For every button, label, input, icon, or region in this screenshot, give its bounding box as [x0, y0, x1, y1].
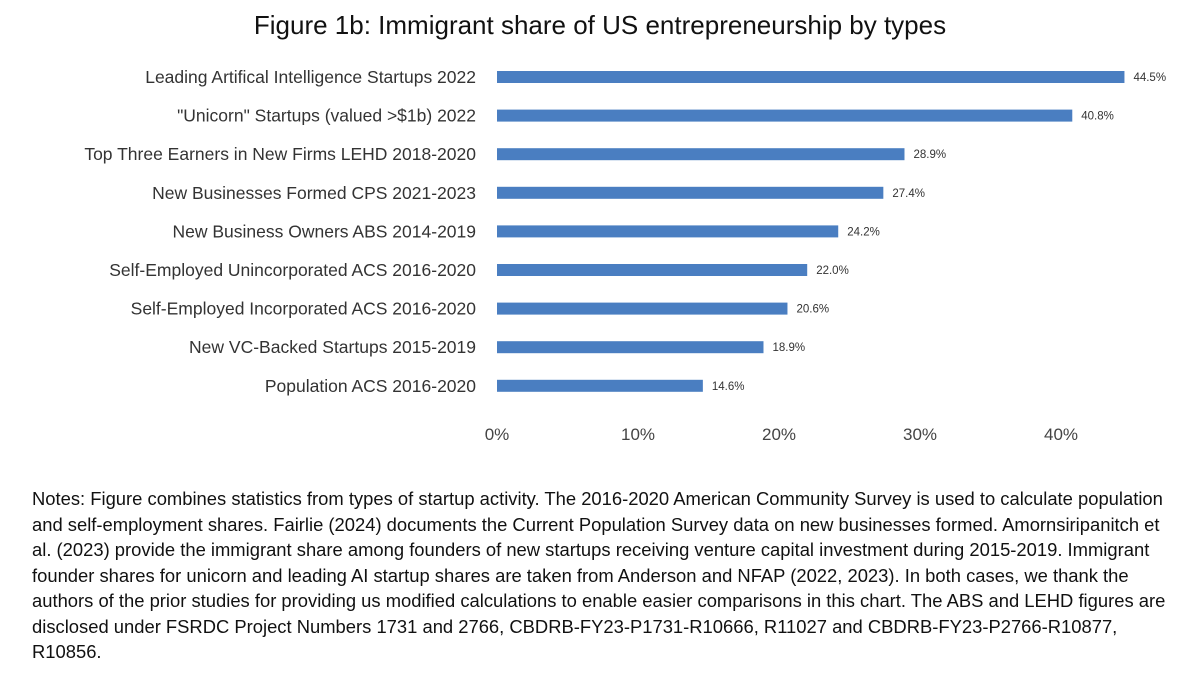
bar: [497, 379, 703, 392]
chart-title: Figure 1b: Immigrant share of US entrepr…: [253, 10, 947, 40]
bar: [497, 109, 1073, 122]
data-label: 44.5%: [1133, 72, 1166, 84]
bar: [497, 225, 839, 238]
category-label: New VC-Backed Startups 2015-2019: [189, 337, 476, 357]
data-label: 14.6%: [712, 381, 745, 393]
x-tick-label: 30%: [903, 425, 937, 444]
category-labels: Leading Artifical Intelligence Startups …: [84, 67, 476, 396]
data-label: 28.9%: [913, 149, 946, 161]
bar: [497, 148, 905, 161]
category-label: New Business Owners ABS 2014-2019: [173, 221, 477, 241]
category-label: Leading Artifical Intelligence Startups …: [145, 67, 476, 87]
figure-notes: Notes: Figure combines statistics from t…: [32, 488, 1166, 662]
category-label: "Unicorn" Startups (valued >$1b) 2022: [177, 106, 476, 126]
category-label: Self-Employed Incorporated ACS 2016-2020: [131, 299, 477, 319]
bars-layer: [497, 71, 1125, 392]
x-tick-label: 10%: [621, 425, 655, 444]
x-tick-label: 40%: [1044, 425, 1078, 444]
data-label: 40.8%: [1081, 111, 1114, 123]
bar: [497, 302, 788, 315]
x-tick-label: 20%: [762, 425, 796, 444]
value-labels: 44.5% 40.8% 28.9% 27.4% 24.2% 22.0% 20.6% 18.9%…: [712, 72, 1166, 393]
x-axis-ticks: 0% 10% 20% 30% 40%: [485, 425, 1078, 444]
data-label: 20.6%: [796, 304, 829, 316]
data-label: 24.2%: [847, 226, 880, 238]
category-label: Population ACS 2016-2020: [265, 376, 476, 396]
data-label: 22.0%: [816, 265, 849, 277]
x-tick-label: 0%: [485, 425, 510, 444]
bar-chart: Leading Artifical Intelligence Startups …: [84, 67, 1166, 444]
bar: [497, 264, 808, 276]
category-label: Top Three Earners in New Firms LEHD 2018…: [84, 144, 476, 164]
bar: [497, 341, 764, 354]
bar: [497, 71, 1125, 83]
category-label: New Businesses Formed CPS 2021-2023: [152, 183, 476, 203]
data-label: 27.4%: [892, 188, 925, 200]
bar: [497, 186, 884, 199]
category-label: Self-Employed Unincorporated ACS 2016-20…: [109, 260, 476, 280]
data-label: 18.9%: [772, 342, 805, 354]
